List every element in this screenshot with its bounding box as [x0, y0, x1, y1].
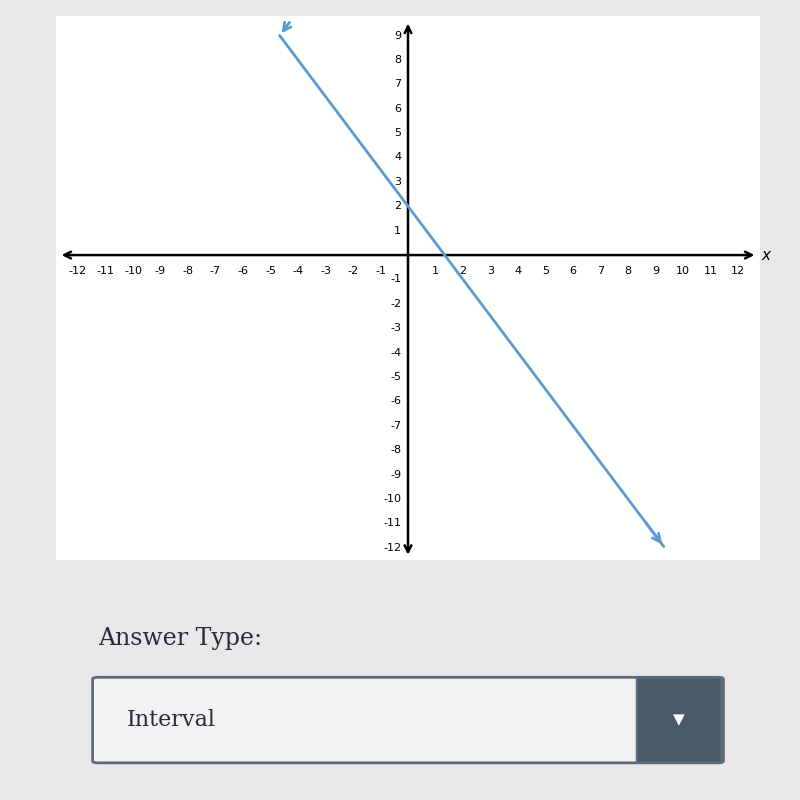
Text: -11: -11 — [97, 266, 114, 276]
Text: -2: -2 — [347, 266, 358, 276]
Text: x: x — [762, 247, 770, 262]
Text: -6: -6 — [390, 397, 401, 406]
Text: Interval: Interval — [126, 709, 215, 731]
Text: 2: 2 — [459, 266, 466, 276]
Text: -10: -10 — [124, 266, 142, 276]
Text: -7: -7 — [210, 266, 221, 276]
Text: 8: 8 — [394, 55, 401, 65]
Text: 6: 6 — [394, 104, 401, 114]
Text: 5: 5 — [542, 266, 549, 276]
FancyBboxPatch shape — [93, 678, 723, 763]
Text: 2: 2 — [394, 202, 401, 211]
Text: -6: -6 — [238, 266, 249, 276]
Text: -1: -1 — [375, 266, 386, 276]
Text: Answer Type:: Answer Type: — [98, 626, 262, 650]
Text: 9: 9 — [652, 266, 659, 276]
Text: 4: 4 — [394, 153, 401, 162]
Text: 4: 4 — [514, 266, 522, 276]
Text: 6: 6 — [570, 266, 577, 276]
Text: -7: -7 — [390, 421, 401, 431]
Text: -4: -4 — [390, 348, 401, 358]
Text: -12: -12 — [69, 266, 87, 276]
Text: -9: -9 — [390, 470, 401, 480]
Text: -2: -2 — [390, 299, 401, 309]
Text: -3: -3 — [320, 266, 331, 276]
Text: 3: 3 — [487, 266, 494, 276]
Text: 11: 11 — [703, 266, 718, 276]
Text: -9: -9 — [155, 266, 166, 276]
Text: 10: 10 — [676, 266, 690, 276]
Text: 7: 7 — [394, 79, 401, 90]
Text: -3: -3 — [390, 323, 401, 334]
Text: -11: -11 — [383, 518, 401, 529]
Text: -5: -5 — [390, 372, 401, 382]
Text: 12: 12 — [731, 266, 745, 276]
Text: -8: -8 — [390, 446, 401, 455]
Text: 5: 5 — [394, 128, 401, 138]
Text: 1: 1 — [394, 226, 401, 236]
Text: -8: -8 — [182, 266, 194, 276]
Text: 9: 9 — [394, 30, 401, 41]
Text: -1: -1 — [390, 274, 401, 285]
Text: ▼: ▼ — [673, 713, 685, 727]
Text: 8: 8 — [625, 266, 631, 276]
Text: -12: -12 — [383, 543, 401, 553]
Text: -10: -10 — [383, 494, 401, 504]
FancyBboxPatch shape — [637, 678, 722, 762]
Text: -5: -5 — [265, 266, 276, 276]
Text: 1: 1 — [432, 266, 439, 276]
Text: 7: 7 — [597, 266, 604, 276]
Text: -4: -4 — [293, 266, 303, 276]
Text: 3: 3 — [394, 177, 401, 187]
